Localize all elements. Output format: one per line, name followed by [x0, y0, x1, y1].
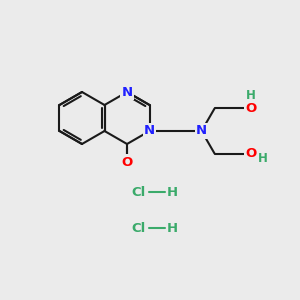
Text: H: H	[246, 89, 256, 102]
Text: H: H	[258, 152, 268, 165]
Text: H: H	[167, 221, 178, 235]
Text: O: O	[245, 102, 256, 115]
Text: O: O	[245, 147, 256, 160]
Text: H: H	[167, 185, 178, 199]
Text: O: O	[122, 155, 133, 169]
Text: N: N	[144, 124, 155, 137]
Text: N: N	[196, 124, 207, 137]
Text: Cl: Cl	[131, 185, 145, 199]
Text: N: N	[122, 85, 133, 98]
Text: Cl: Cl	[131, 221, 145, 235]
